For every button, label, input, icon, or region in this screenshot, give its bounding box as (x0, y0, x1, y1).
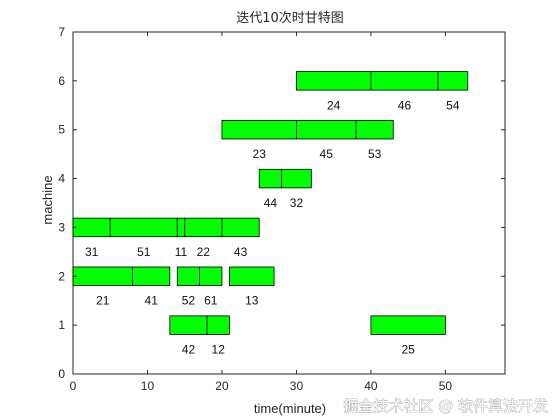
task-label: 23 (253, 147, 267, 161)
task-bar-m2-21 (72, 266, 133, 286)
task-label: 44 (264, 196, 278, 210)
task-bar-m2-13 (229, 266, 275, 286)
task-bar-m6-24 (296, 71, 372, 91)
task-bar-m4-32 (281, 168, 312, 189)
x-tick-label: 40 (364, 379, 378, 393)
x-tick-label: 10 (141, 379, 155, 393)
task-label: 41 (145, 294, 159, 308)
task-bar-m3-51 (109, 217, 178, 238)
task-label: 43 (234, 245, 248, 259)
task-label: 61 (204, 294, 218, 308)
y-tick-label: 2 (58, 269, 65, 283)
y-tick-label: 0 (58, 367, 65, 381)
task-label: 52 (182, 294, 196, 308)
y-axis-label: machine (40, 175, 55, 224)
task-label: 13 (245, 294, 259, 308)
x-tick-label: 0 (70, 379, 77, 393)
y-tick-label: 1 (58, 318, 65, 332)
task-bar-m5-53 (355, 120, 394, 140)
task-labels: 24 46 54 23 45 53 44 32 31 51 11 22 43 21 41 52 61 13 42 12… (85, 98, 460, 356)
task-label: 42 (182, 343, 196, 357)
task-bar-m1-25 (370, 315, 446, 335)
task-label: 51 (137, 245, 151, 259)
y-tick-label: 5 (58, 123, 65, 137)
task-label: 32 (290, 196, 304, 210)
task-bar-m3-11 (176, 217, 186, 238)
task-bar-m4-44 (258, 168, 282, 189)
task-label: 45 (320, 147, 334, 161)
task-bar-m2-52 (176, 266, 201, 286)
task-label: 24 (327, 98, 341, 112)
task-bar-m3-31 (72, 217, 111, 238)
task-bar-m3-22 (184, 217, 223, 238)
chart-title: 迭代10次时甘特图 (236, 10, 344, 26)
task-label: 22 (197, 245, 211, 259)
task-bar-m3-43 (221, 217, 260, 238)
task-bar-m1-12 (206, 315, 230, 335)
task-label: 25 (401, 343, 415, 357)
task-bar-m5-23 (221, 120, 297, 140)
watermark-text: 掘金技术社区 @ 软件算法开发 (343, 397, 548, 415)
x-tick-label: 30 (290, 379, 304, 393)
y-tick-label: 7 (58, 25, 65, 39)
x-axis-label: time(minute) (254, 401, 326, 416)
task-bar-m5-45 (296, 120, 357, 140)
x-tick-label: 50 (439, 379, 453, 393)
x-axis-ticks: 0 10 20 30 40 50 (70, 32, 453, 393)
y-tick-label: 3 (58, 220, 65, 234)
task-bar-m2-61 (199, 266, 223, 286)
x-tick-label: 20 (215, 379, 229, 393)
task-label: 53 (368, 147, 382, 161)
y-tick-label: 4 (58, 172, 65, 186)
task-label: 12 (212, 343, 226, 357)
task-bar-m6-54 (437, 71, 469, 91)
task-label: 21 (96, 294, 110, 308)
task-bar-m6-46 (370, 71, 439, 91)
gantt-bars (72, 71, 469, 335)
task-label: 46 (398, 98, 412, 112)
task-label: 31 (85, 245, 99, 259)
task-label: 54 (446, 98, 460, 112)
task-label: 11 (175, 245, 188, 259)
task-bar-m2-41 (132, 266, 171, 286)
y-tick-label: 6 (58, 74, 65, 88)
task-bar-m1-42 (169, 315, 208, 335)
